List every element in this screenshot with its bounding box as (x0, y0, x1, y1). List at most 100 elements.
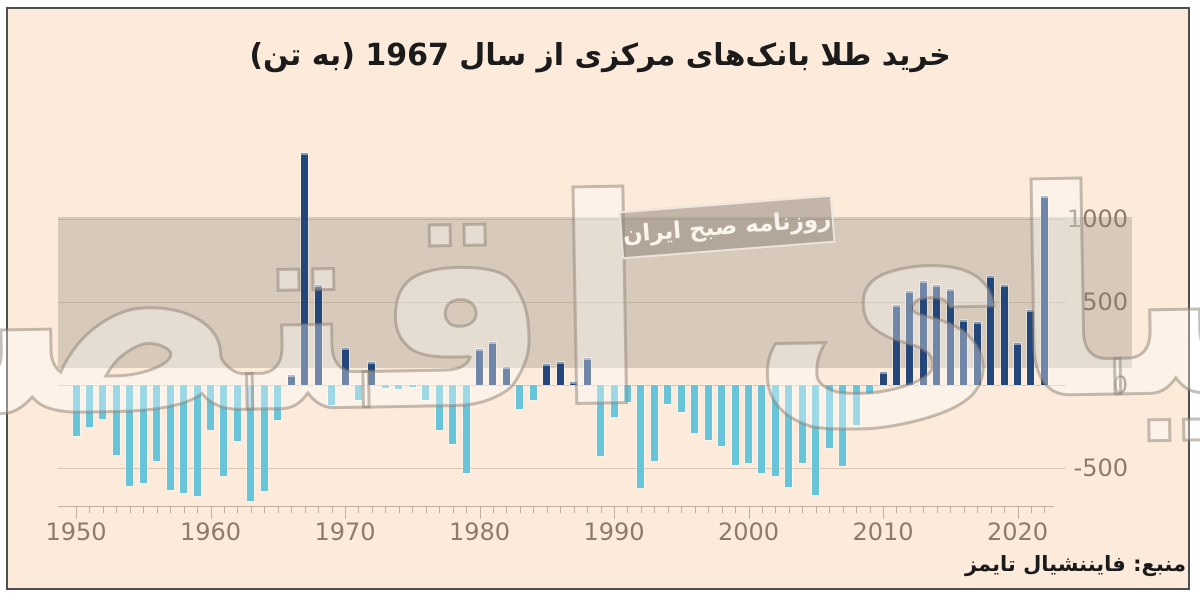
bar-1977 (435, 385, 443, 430)
x-tick-1953 (116, 507, 118, 513)
x-tick-label-1950: 1950 (45, 518, 107, 546)
x-tick-2017 (977, 507, 979, 513)
bar-1987 (570, 381, 578, 385)
bar-1955 (139, 385, 147, 483)
bar-1999 (731, 385, 739, 465)
bar-1994 (664, 385, 672, 405)
bar-2000 (745, 385, 752, 464)
y-tick-label-1000: 1000 (1066, 205, 1128, 233)
bar-1997 (704, 385, 712, 440)
bar-2018 (987, 276, 995, 385)
x-tick-1966 (291, 507, 293, 513)
x-tick-1980 (479, 507, 481, 519)
chart-title: خرید طلا بانک‌های مرکزی از سال 1967 (به … (249, 38, 951, 73)
bar-1963 (247, 385, 255, 502)
bar-1952 (99, 385, 107, 420)
bar-1960 (207, 385, 214, 430)
x-tick-1990 (614, 507, 615, 519)
x-tick-label-1970: 1970 (314, 518, 376, 546)
bar-1954 (126, 385, 134, 487)
x-tick-1971 (358, 507, 360, 513)
bar-1976 (422, 385, 430, 400)
x-tick-1978 (452, 507, 454, 513)
x-tick-1991 (627, 507, 629, 513)
bar-1986 (556, 361, 564, 385)
bar-1951 (85, 385, 93, 427)
bar-1992 (637, 385, 645, 488)
x-tick-2010 (883, 507, 884, 519)
bar-1995 (677, 385, 685, 413)
x-tick-1965 (277, 507, 279, 513)
bar-2013 (919, 280, 927, 385)
bar-2016 (960, 320, 968, 385)
x-tick-1984 (533, 507, 535, 513)
x-tick-1994 (667, 507, 669, 513)
x-tick-label-1980: 1980 (448, 518, 511, 546)
x-tick-1964 (264, 507, 266, 513)
x-tick-1983 (519, 507, 521, 513)
x-tick-1959 (197, 507, 199, 513)
x-tick-1976 (425, 507, 427, 513)
bar-1956 (153, 385, 161, 462)
y-tick-label-0: 0 (1112, 371, 1128, 399)
x-tick-2016 (963, 507, 965, 513)
x-tick-2011 (896, 507, 898, 513)
x-tick-1992 (640, 507, 642, 513)
bar-2017 (973, 322, 981, 385)
x-tick-1963 (250, 507, 252, 513)
x-tick-2022 (1044, 507, 1046, 513)
x-tick-2001 (761, 507, 763, 513)
x-tick-1955 (143, 507, 145, 513)
bar-1993 (650, 385, 658, 462)
bar-2001 (758, 385, 766, 473)
bar-1975 (408, 385, 416, 387)
bar-1957 (166, 385, 174, 490)
bar-2020 (1014, 342, 1021, 385)
x-tick-1985 (546, 507, 548, 513)
x-tick-2005 (815, 507, 817, 513)
x-tick-label-1990: 1990 (583, 518, 645, 546)
bar-2021 (1027, 310, 1035, 385)
x-tick-1997 (708, 507, 710, 513)
x-tick-label-2020: 2020 (986, 518, 1049, 546)
x-tick-1987 (573, 507, 575, 513)
x-tick-1950 (76, 507, 77, 519)
x-tick-1958 (183, 507, 185, 513)
x-tick-1972 (371, 507, 373, 513)
bar-1973 (381, 385, 389, 389)
bar-1988 (583, 357, 591, 385)
bar-1980 (476, 349, 483, 385)
x-tick-1960 (210, 507, 212, 519)
x-tick-1962 (237, 507, 239, 513)
bar-1962 (233, 385, 241, 442)
bar-1974 (395, 385, 403, 390)
bar-1971 (354, 385, 362, 400)
x-tick-1954 (129, 507, 131, 513)
x-tick-1977 (439, 507, 441, 513)
bar-1970 (341, 348, 349, 385)
x-tick-1982 (506, 507, 508, 513)
x-tick-1999 (735, 507, 737, 513)
x-tick-1970 (345, 507, 346, 519)
x-tick-2000 (748, 507, 750, 519)
x-tick-1974 (398, 507, 400, 513)
bar-2004 (798, 385, 806, 464)
bar-1969 (328, 385, 336, 405)
bar-1967 (301, 152, 309, 385)
bar-1989 (597, 385, 605, 457)
x-tick-2002 (775, 507, 777, 513)
bar-2007 (839, 385, 847, 467)
bar-2002 (771, 385, 779, 477)
x-tick-2021 (1030, 507, 1032, 513)
x-tick-2014 (936, 507, 938, 513)
x-tick-2004 (802, 507, 804, 513)
bar-1968 (314, 285, 322, 385)
bar-1965 (274, 385, 282, 420)
x-tick-1975 (412, 507, 414, 513)
bar-2012 (906, 290, 914, 385)
bar-1961 (220, 385, 228, 477)
x-tick-1956 (156, 507, 158, 513)
x-tick-1981 (492, 507, 494, 513)
x-tick-label-2000: 2000 (717, 518, 780, 546)
